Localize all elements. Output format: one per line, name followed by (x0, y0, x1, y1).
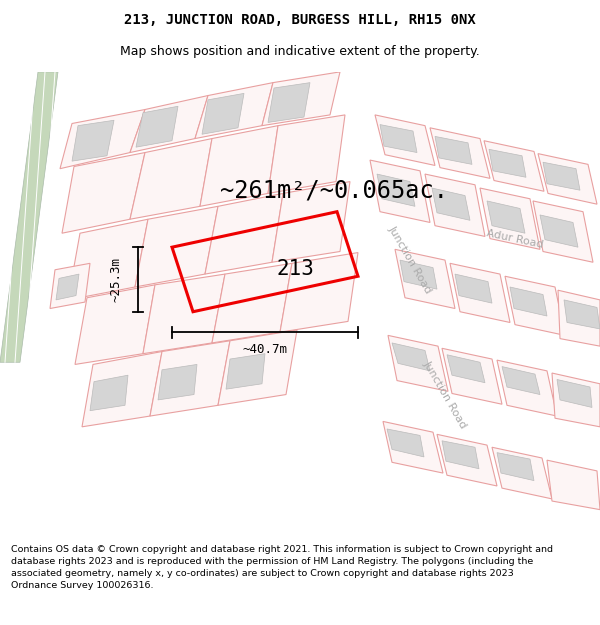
Polygon shape (90, 375, 128, 411)
Polygon shape (75, 285, 155, 364)
Polygon shape (158, 364, 197, 400)
Polygon shape (387, 429, 424, 457)
Text: ~40.7m: ~40.7m (242, 343, 287, 356)
Polygon shape (510, 287, 547, 316)
Polygon shape (272, 182, 350, 262)
Text: Junction Road: Junction Road (422, 359, 469, 430)
Polygon shape (262, 72, 340, 126)
Polygon shape (502, 367, 540, 394)
Polygon shape (226, 354, 265, 389)
Text: Junction Road: Junction Road (386, 224, 433, 296)
Text: ~25.3m: ~25.3m (110, 257, 122, 302)
Text: 213: 213 (276, 259, 314, 279)
Polygon shape (442, 348, 502, 404)
Polygon shape (538, 154, 597, 204)
Polygon shape (150, 341, 230, 416)
Polygon shape (450, 263, 510, 322)
Text: Contains OS data © Crown copyright and database right 2021. This information is : Contains OS data © Crown copyright and d… (11, 545, 553, 589)
Polygon shape (62, 152, 145, 233)
Polygon shape (437, 434, 497, 486)
Polygon shape (497, 452, 534, 481)
Text: ~261m²/~0.065ac.: ~261m²/~0.065ac. (220, 178, 448, 202)
Polygon shape (375, 115, 435, 166)
Polygon shape (552, 373, 600, 427)
Polygon shape (135, 206, 218, 287)
Polygon shape (400, 260, 437, 289)
Polygon shape (564, 300, 600, 329)
Polygon shape (268, 82, 310, 122)
Polygon shape (540, 215, 578, 248)
Polygon shape (557, 379, 592, 408)
Polygon shape (432, 188, 470, 220)
Polygon shape (136, 106, 178, 147)
Polygon shape (558, 290, 600, 346)
Polygon shape (200, 126, 278, 206)
Polygon shape (392, 343, 430, 371)
Polygon shape (370, 160, 430, 222)
Text: Map shows position and indicative extent of the property.: Map shows position and indicative extent… (120, 45, 480, 58)
Polygon shape (202, 93, 244, 134)
Polygon shape (218, 330, 297, 405)
Text: 213, JUNCTION ROAD, BURGESS HILL, RH15 0NX: 213, JUNCTION ROAD, BURGESS HILL, RH15 0… (124, 13, 476, 27)
Polygon shape (442, 441, 479, 469)
Polygon shape (425, 174, 485, 236)
Polygon shape (377, 174, 415, 206)
Polygon shape (497, 360, 557, 416)
Polygon shape (430, 127, 490, 178)
Polygon shape (280, 253, 358, 332)
Polygon shape (212, 263, 292, 343)
Polygon shape (68, 219, 148, 300)
Polygon shape (388, 336, 448, 391)
Polygon shape (480, 188, 540, 249)
Polygon shape (205, 193, 283, 274)
Polygon shape (492, 448, 552, 499)
Text: Adur Road: Adur Road (486, 228, 544, 249)
Polygon shape (195, 82, 273, 139)
Polygon shape (395, 249, 455, 309)
Polygon shape (383, 421, 443, 473)
Polygon shape (543, 162, 580, 190)
Polygon shape (489, 149, 526, 178)
Polygon shape (143, 274, 225, 354)
Polygon shape (435, 136, 472, 164)
Polygon shape (82, 351, 162, 427)
Polygon shape (447, 355, 485, 382)
Polygon shape (56, 274, 79, 300)
Polygon shape (60, 109, 145, 169)
Polygon shape (130, 96, 208, 152)
Polygon shape (130, 139, 212, 219)
Polygon shape (505, 276, 565, 336)
Polygon shape (50, 263, 90, 309)
Polygon shape (0, 72, 58, 362)
Polygon shape (72, 120, 114, 161)
Polygon shape (455, 274, 492, 303)
Polygon shape (484, 141, 544, 191)
Polygon shape (547, 460, 600, 509)
Polygon shape (380, 124, 417, 152)
Polygon shape (268, 115, 345, 193)
Polygon shape (533, 201, 593, 262)
Polygon shape (487, 201, 525, 233)
